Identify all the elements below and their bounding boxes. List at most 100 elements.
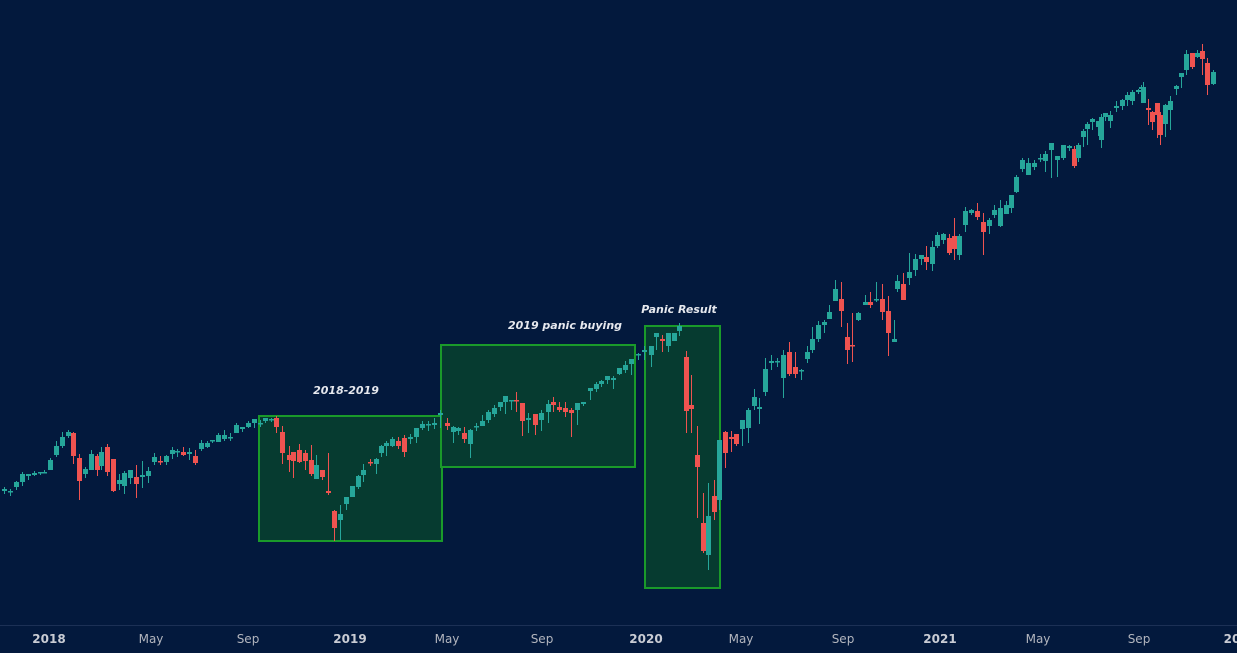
candle-up: [913, 254, 918, 276]
candle-up: [498, 402, 503, 411]
axis-tick-label: May: [1025, 632, 1051, 646]
axis-tick-label: May: [434, 632, 460, 646]
candle-up: [420, 421, 425, 430]
candle-down: [850, 313, 855, 362]
candle-up: [314, 455, 319, 479]
candle-up: [83, 467, 88, 478]
candle-down: [563, 402, 568, 417]
candle-up: [122, 471, 127, 494]
candle-up: [234, 423, 239, 433]
candle-up: [1004, 201, 1009, 214]
candle-up: [222, 430, 227, 441]
candle-up: [1184, 50, 1189, 75]
candle-up: [456, 427, 461, 435]
candle-up: [575, 403, 580, 425]
candle-up: [1099, 114, 1104, 148]
candle-up: [746, 408, 751, 443]
candle-up: [856, 312, 861, 321]
candle-up: [228, 433, 233, 441]
candle-up: [14, 481, 19, 490]
axis-tick-label: 2019: [333, 632, 367, 646]
candle-up: [509, 400, 514, 410]
candle-up: [240, 427, 245, 432]
candle-up: [374, 458, 379, 474]
candle-up: [1032, 160, 1037, 170]
time-axis[interactable]: 2018 May Sep 2019 May Sep 2020 May Sep 2021 May Sep…: [0, 625, 1237, 653]
candle-down: [557, 402, 562, 412]
candle-up: [740, 420, 745, 446]
candle-up: [895, 275, 900, 292]
candle-up: [1085, 122, 1090, 145]
candle-up: [1136, 89, 1141, 94]
candle-up: [350, 486, 355, 497]
candle-up: [781, 350, 786, 398]
candle-up: [594, 382, 599, 392]
candle-down: [402, 435, 407, 457]
candle-up: [246, 421, 251, 428]
candle-up: [1114, 101, 1119, 112]
candle-up: [957, 234, 962, 260]
candle-up: [769, 355, 774, 370]
candle-down: [105, 444, 110, 476]
candle-up: [629, 359, 634, 375]
candle-down: [1150, 111, 1155, 130]
candle-up: [919, 255, 924, 265]
candle-down: [734, 434, 739, 446]
candle-up: [408, 434, 413, 444]
candle-up: [672, 333, 677, 341]
candle-up: [432, 418, 437, 429]
candle-up: [992, 205, 997, 218]
candle-down: [320, 470, 325, 480]
candle-up: [1020, 158, 1025, 172]
candle-up: [623, 361, 628, 373]
candle-up: [338, 505, 343, 540]
axis-tick-label: 2021: [923, 632, 957, 646]
candle-up: [810, 327, 815, 353]
candle-up: [1049, 143, 1054, 178]
candle-up: [140, 461, 145, 488]
candle-up: [677, 323, 682, 336]
candle-down: [287, 446, 292, 472]
candle-up: [816, 321, 821, 342]
candle-up: [1195, 50, 1200, 58]
candle-up: [1043, 151, 1048, 172]
candle-up: [146, 467, 151, 483]
candle-up: [356, 475, 361, 489]
candle-up: [486, 410, 491, 423]
candle-up: [799, 369, 804, 380]
candle-down: [952, 218, 957, 260]
candle-up: [892, 320, 897, 342]
candle-up: [998, 200, 1003, 227]
candle-up: [1090, 118, 1095, 130]
candlestick-chart[interactable]: [0, 0, 1237, 625]
candle-down: [684, 351, 689, 433]
axis-tick-label: May: [728, 632, 754, 646]
candle-up: [599, 380, 604, 387]
candle-up: [152, 453, 157, 465]
candle-up: [605, 376, 610, 384]
candle-up: [89, 450, 94, 470]
candle-up: [205, 441, 210, 448]
candle-down: [533, 414, 538, 435]
candle-down: [71, 432, 76, 464]
candle-down: [787, 342, 792, 376]
candle-up: [1125, 92, 1130, 106]
candle-up: [1120, 99, 1125, 110]
candle-down: [839, 282, 844, 327]
candle-down: [1072, 146, 1077, 168]
candle-up: [60, 432, 65, 448]
candle-up: [1055, 156, 1060, 177]
axis-tick-label: Sep: [831, 632, 855, 646]
annotation-box[interactable]: [258, 415, 443, 542]
candle-down: [95, 454, 100, 476]
candle-up: [1103, 113, 1108, 121]
candle-down: [975, 203, 980, 220]
candle-down: [868, 292, 873, 308]
annotation-box[interactable]: [440, 344, 636, 468]
candle-down: [396, 437, 401, 449]
candle-up: [666, 333, 671, 352]
candle-down: [793, 352, 798, 378]
candle-down: [924, 246, 929, 270]
candle-down: [181, 447, 186, 456]
candle-down: [445, 418, 450, 430]
